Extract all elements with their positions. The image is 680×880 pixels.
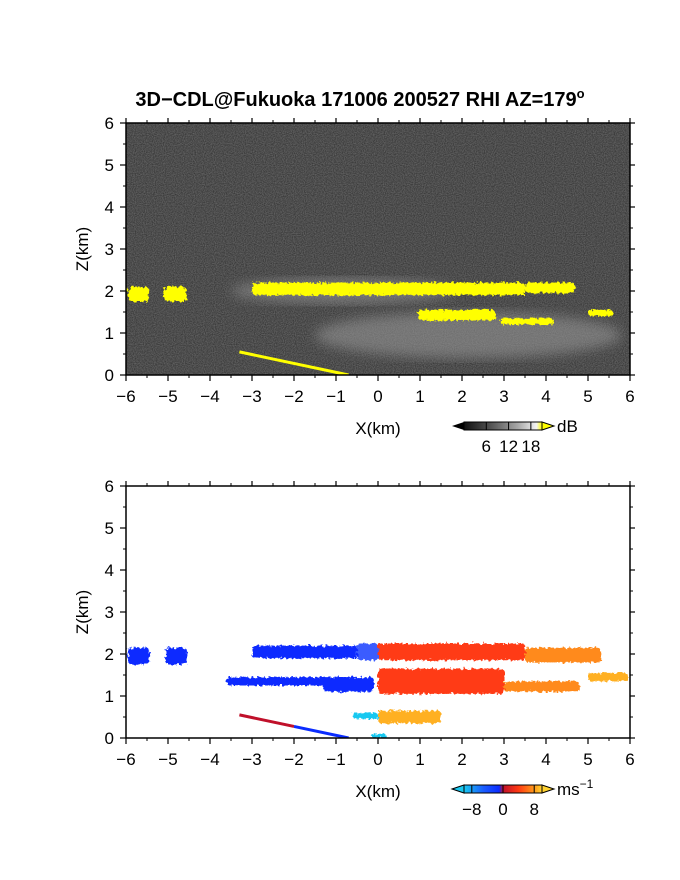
velocity-echo-band bbox=[128, 647, 150, 665]
reflectivity-colorbar-tick-label: 18 bbox=[521, 437, 540, 456]
velocity-colorbar: −8 0 8 ms−1 bbox=[450, 777, 594, 819]
reflectivity-high-echo bbox=[525, 282, 576, 294]
reflectivity-colorbar-unit: dB bbox=[557, 417, 578, 436]
velocity-x-tick-label: −1 bbox=[326, 750, 345, 769]
velocity-y-tick-label: 6 bbox=[105, 477, 114, 496]
velocity-x-tick-label: −2 bbox=[284, 750, 303, 769]
reflectivity-colorbar-left-arrow bbox=[452, 422, 464, 430]
velocity-x-tick-label: 3 bbox=[499, 750, 508, 769]
velocity-echo-band bbox=[378, 668, 504, 694]
velocity-x-tick-label: −4 bbox=[200, 750, 219, 769]
velocity-echo-band bbox=[378, 710, 441, 724]
velocity-colorbar-unit: ms−1 bbox=[557, 777, 594, 799]
velocity-colorbar-left-arrow bbox=[450, 784, 465, 794]
velocity-echo-band bbox=[371, 733, 387, 738]
velocity-echo-band bbox=[357, 643, 378, 661]
velocity-y-tick-label: 4 bbox=[105, 561, 114, 580]
reflectivity-x-axis-label: X(km) bbox=[355, 419, 400, 438]
velocity-plot-background bbox=[126, 486, 630, 738]
velocity-data-layer bbox=[128, 643, 628, 738]
reflectivity-high-echo bbox=[417, 309, 496, 321]
reflectivity-y-tick-label: 6 bbox=[105, 114, 114, 133]
velocity-echo-band bbox=[165, 647, 187, 665]
velocity-x-tick-label: 0 bbox=[373, 750, 382, 769]
velocity-y-tick-label: 5 bbox=[105, 519, 114, 538]
reflectivity-high-echo bbox=[499, 318, 555, 325]
reflectivity-x-tick-label: 5 bbox=[583, 387, 592, 406]
reflectivity-high-echo bbox=[588, 309, 614, 317]
reflectivity-data-layer bbox=[128, 278, 622, 375]
reflectivity-x-tick-label: −1 bbox=[326, 387, 345, 406]
reflectivity-y-tick-label: 4 bbox=[105, 198, 114, 217]
velocity-y-axis-label: Z(km) bbox=[73, 590, 92, 634]
reflectivity-colorbar-ramp bbox=[463, 421, 543, 431]
velocity-echo-band bbox=[504, 681, 580, 692]
velocity-y-tick-label: 3 bbox=[105, 603, 114, 622]
velocity-x-tick-label: 2 bbox=[457, 750, 466, 769]
velocity-y-tick-label: 1 bbox=[105, 687, 114, 706]
velocity-colorbar-right-arrow bbox=[541, 784, 556, 794]
reflectivity-colorbar: 6 12 18 dB bbox=[452, 417, 578, 456]
velocity-colorbar-tick-label: 8 bbox=[529, 800, 538, 819]
velocity-panel: −6 −5 −4 −3 −2 −1 0 1 2 3 4 5 6 0 1 2 3 4 5 6 X(km) Z(km) −… bbox=[73, 477, 635, 819]
velocity-echo-band bbox=[378, 643, 525, 661]
velocity-colorbar-unit-exponent: −1 bbox=[580, 777, 594, 791]
reflectivity-x-tick-label: −5 bbox=[158, 387, 177, 406]
velocity-echo-band bbox=[323, 677, 374, 692]
reflectivity-x-tick-label: 6 bbox=[625, 387, 634, 406]
reflectivity-x-tick-label: −2 bbox=[284, 387, 303, 406]
reflectivity-high-echo bbox=[252, 282, 525, 296]
velocity-y-tick-label: 0 bbox=[105, 729, 114, 748]
reflectivity-x-tick-label: 2 bbox=[457, 387, 466, 406]
reflectivity-y-tick-label: 3 bbox=[105, 240, 114, 259]
velocity-ground-echo-blue bbox=[293, 724, 349, 738]
velocity-x-tick-label: −6 bbox=[116, 750, 135, 769]
velocity-x-tick-label: 4 bbox=[541, 750, 550, 769]
reflectivity-x-tick-label: −6 bbox=[116, 387, 135, 406]
reflectivity-x-tick-label: 3 bbox=[499, 387, 508, 406]
reflectivity-x-tick-label: 4 bbox=[541, 387, 550, 406]
velocity-echo-band bbox=[525, 647, 601, 663]
reflectivity-colorbar-right-arrow bbox=[541, 421, 556, 431]
velocity-colorbar-tick-label: 0 bbox=[498, 800, 507, 819]
reflectivity-x-tick-label: 1 bbox=[415, 387, 424, 406]
velocity-echo-band bbox=[226, 677, 328, 686]
reflectivity-x-tick-label: 0 bbox=[373, 387, 382, 406]
chart-title: 3D−CDL@Fukuoka 171006 200527 RHI AZ=179o bbox=[135, 86, 584, 111]
reflectivity-y-tick-label: 0 bbox=[105, 366, 114, 385]
velocity-echo-band bbox=[352, 712, 378, 720]
reflectivity-high-echo bbox=[128, 286, 150, 302]
reflectivity-colorbar-tick-label: 6 bbox=[482, 437, 491, 456]
velocity-colorbar-tick-label: −8 bbox=[462, 800, 481, 819]
title-degree-symbol: o bbox=[577, 86, 585, 101]
reflectivity-y-tick-label: 2 bbox=[105, 282, 114, 301]
reflectivity-high-echo bbox=[163, 286, 187, 302]
reflectivity-colorbar-ticks: 6 12 18 bbox=[482, 422, 540, 456]
velocity-y-tick-label: 2 bbox=[105, 645, 114, 664]
velocity-echo-band bbox=[588, 672, 628, 682]
reflectivity-ground-echo bbox=[239, 350, 349, 375]
velocity-x-tick-label: −5 bbox=[158, 750, 177, 769]
reflectivity-x-tick-label: −4 bbox=[200, 387, 219, 406]
reflectivity-colorbar-tick-label: 12 bbox=[499, 437, 518, 456]
velocity-ground-echo-red bbox=[239, 713, 295, 728]
velocity-x-tick-label: 1 bbox=[415, 750, 424, 769]
reflectivity-y-tick-label: 5 bbox=[105, 156, 114, 175]
reflectivity-y-tick-label: 1 bbox=[105, 324, 114, 343]
reflectivity-x-tick-label: −3 bbox=[242, 387, 261, 406]
reflectivity-axes: −6 −5 −4 −3 −2 −1 0 1 2 3 4 5 6 0 1 2 3 4 5 6 bbox=[105, 114, 635, 406]
velocity-colorbar-ticks: −8 0 8 bbox=[462, 785, 539, 819]
velocity-axes: −6 −5 −4 −3 −2 −1 0 1 2 3 4 5 6 0 1 2 3 4 5 6 bbox=[105, 477, 635, 769]
velocity-x-tick-label: 5 bbox=[583, 750, 592, 769]
velocity-x-tick-label: 6 bbox=[625, 750, 634, 769]
reflectivity-y-axis-label: Z(km) bbox=[73, 227, 92, 271]
velocity-x-axis-label: X(km) bbox=[355, 782, 400, 801]
velocity-echo-band bbox=[252, 645, 357, 659]
velocity-x-tick-label: −3 bbox=[242, 750, 261, 769]
